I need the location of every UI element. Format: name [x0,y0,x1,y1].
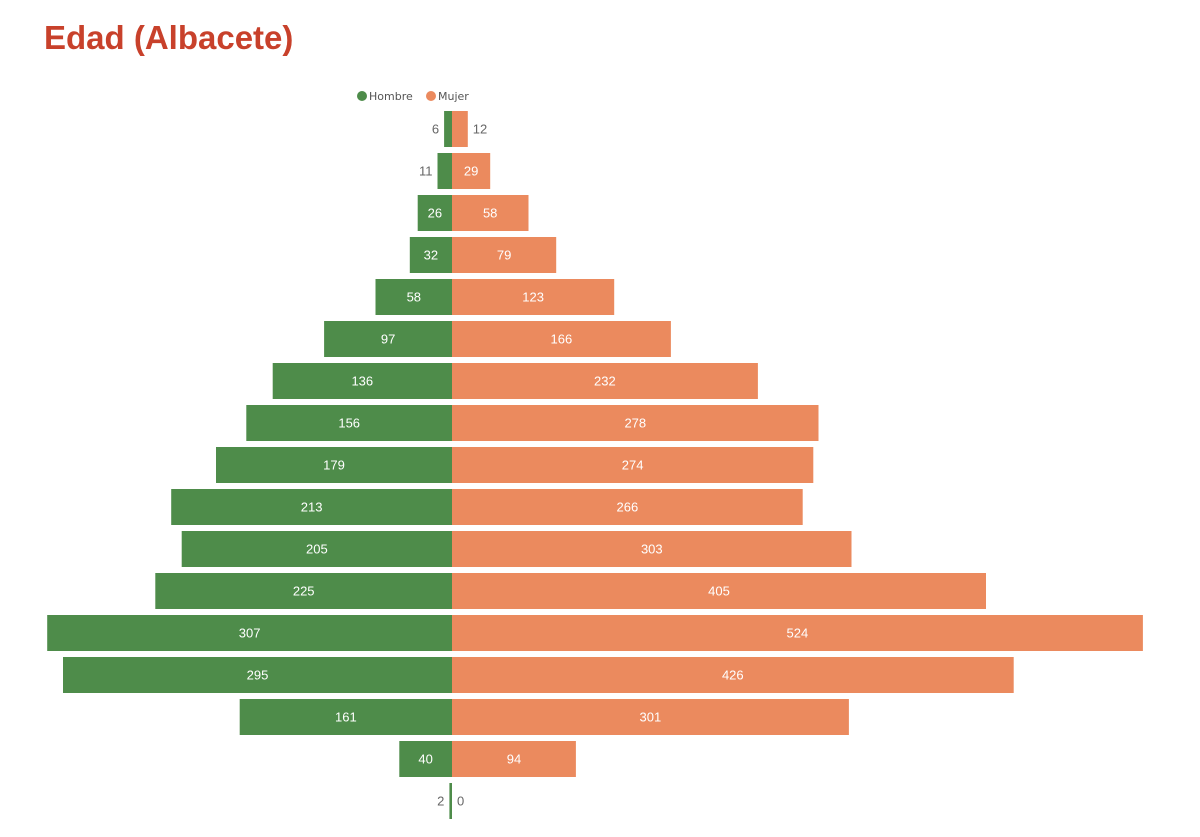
chart-bars [47,111,1143,819]
bar-label-mujer: 166 [551,332,573,347]
bar-mujer[interactable] [452,741,576,777]
bar-label-mujer: 524 [787,626,809,641]
bar-label-hombre: 26 [428,206,442,221]
bar-hombre[interactable] [155,573,453,609]
bar-hombre[interactable] [171,489,452,525]
bar-hombre[interactable] [399,741,452,777]
bar-label-hombre: 11 [419,164,433,179]
bar-hombre[interactable] [181,531,452,567]
bar-label-hombre: 97 [381,332,395,347]
bar-hombre[interactable] [246,405,452,441]
bar-mujer[interactable] [452,153,491,189]
bar-hombre[interactable] [47,615,452,651]
bar-label-mujer: 274 [622,458,644,473]
bar-label-hombre: 225 [293,584,315,599]
bar-hombre[interactable] [216,447,452,483]
legend-swatch-hombre [357,91,367,101]
bar-mujer[interactable] [452,657,1014,693]
bar-mujer[interactable] [452,531,852,567]
page-title: Edad (Albacete) [44,19,294,56]
bar-label-mujer: 301 [640,710,662,725]
bar-label-mujer: 232 [594,374,616,389]
bar-mujer[interactable] [452,447,814,483]
bar-label-mujer: 79 [497,248,511,263]
bar-label-mujer: 123 [522,290,544,305]
bar-label-hombre: 32 [424,248,438,263]
chart-legend: Hombre Mujer [357,90,469,103]
legend-label-hombre: Hombre [369,90,413,103]
bar-mujer[interactable] [452,279,615,315]
bar-hombre[interactable] [272,363,452,399]
bar-hombre[interactable] [417,195,452,231]
legend-item-mujer[interactable]: Mujer [426,90,469,103]
bar-label-hombre: 307 [239,626,261,641]
bar-hombre[interactable] [324,321,452,357]
bar-label-mujer: 29 [464,164,478,179]
bar-label-mujer: 426 [722,668,744,683]
bar-label-mujer: 303 [641,542,663,557]
bar-label-mujer: 266 [617,500,639,515]
bar-hombre[interactable] [409,237,452,273]
bar-label-mujer: 0 [457,794,464,809]
bar-mujer[interactable] [452,573,986,609]
legend-swatch-mujer [426,91,436,101]
bar-label-hombre: 136 [351,374,373,389]
bar-label-mujer: 405 [708,584,730,599]
bar-label-hombre: 156 [338,416,360,431]
bar-label-hombre: 295 [247,668,269,683]
bar-label-hombre: 2 [437,794,444,809]
bar-hombre[interactable] [444,111,452,147]
bar-hombre[interactable] [437,153,453,189]
bar-label-hombre: 40 [418,752,432,767]
bar-label-mujer: 12 [473,122,487,137]
bar-mujer[interactable] [452,111,468,147]
bar-label-mujer: 278 [624,416,646,431]
bar-mujer[interactable] [452,699,849,735]
bar-label-hombre: 161 [335,710,357,725]
bar-mujer[interactable] [452,237,557,273]
bar-mujer[interactable] [452,321,671,357]
bar-label-hombre: 6 [432,122,439,137]
bar-label-hombre: 179 [323,458,345,473]
bar-hombre[interactable] [375,279,453,315]
bar-hombre[interactable] [63,657,452,693]
bar-mujer[interactable] [452,405,819,441]
bar-mujer[interactable] [452,615,1143,651]
bar-label-mujer: 58 [483,206,497,221]
bar-label-hombre: 213 [301,500,323,515]
bar-label-hombre: 205 [306,542,328,557]
bar-hombre[interactable] [239,699,452,735]
legend-item-hombre[interactable]: Hombre [357,90,413,103]
legend-label-mujer: Mujer [438,90,469,103]
bar-mujer[interactable] [452,489,803,525]
bar-mujer[interactable] [452,363,758,399]
chart-data-labels: 6 12 11 29 26 58 32 79 58 123 97 166 136 232 156 278 179… [239,122,809,809]
bar-label-hombre: 58 [407,290,421,305]
bar-label-mujer: 94 [507,752,521,767]
bar-mujer[interactable] [452,195,529,231]
bar-hombre[interactable] [449,783,452,819]
